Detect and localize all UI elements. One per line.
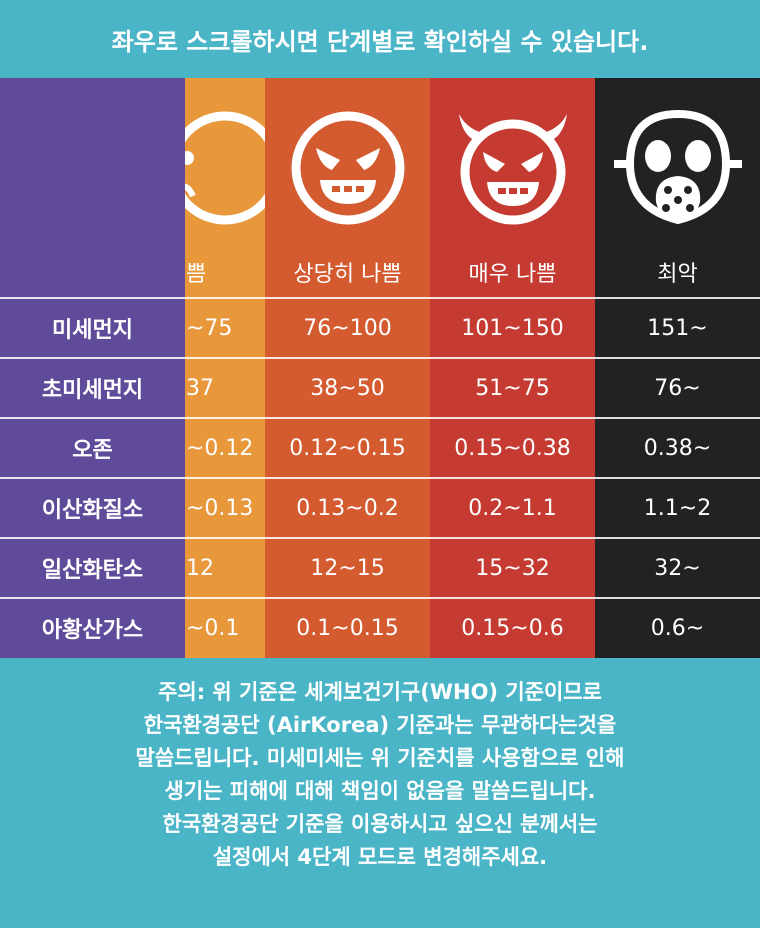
- row-divider: [0, 297, 760, 299]
- row-label: 이산화질소: [41, 498, 144, 523]
- angry-face-icon: [291, 111, 404, 225]
- value-cell: 0.12~0.15: [289, 435, 406, 461]
- sad-face-icon: [185, 111, 265, 225]
- value-cell: 0.6~: [650, 615, 705, 641]
- row-divider: [0, 417, 760, 419]
- pollutant-column: 미세먼지 초미세먼지 오존 이산화질소 일산화탄소 아황산가스: [0, 78, 185, 658]
- level-column-very-bad: 매우 나쁨 101~150 51~75 0.15~0.38 0.2~1.1 15…: [430, 78, 595, 658]
- level-column-bad: 쁨 ~75 37 ~0.12 ~0.13 12 ~0.1: [185, 78, 265, 658]
- value-cell: 12: [186, 555, 214, 581]
- value-cell: ~0.1: [186, 615, 240, 641]
- note-line: 한국환경공단 (AirKorea) 기준과는 무관하다는것을: [143, 713, 617, 737]
- value-cell: 0.13~0.2: [296, 495, 399, 521]
- value-cell: 51~75: [475, 375, 550, 401]
- level-label: 최악: [657, 262, 698, 287]
- value-cell: ~0.12: [186, 435, 254, 461]
- value-cell: ~0.13: [186, 495, 254, 521]
- value-cell: 0.15~0.38: [454, 435, 571, 461]
- value-cell: 38~50: [310, 375, 385, 401]
- value-cell: 0.38~: [643, 435, 712, 461]
- row-label: 아황산가스: [41, 618, 144, 643]
- row-label: 일산화탄소: [41, 558, 144, 583]
- value-cell: 0.2~1.1: [468, 495, 557, 521]
- disclaimer-note: 주의: 위 기준은 세계보건기구(WHO) 기준이므로 한국환경공단 (AirK…: [0, 676, 760, 874]
- value-cell: 12~15: [310, 555, 385, 581]
- level-column-worst: 최악 151~ 76~ 0.38~ 1.1~2 32~ 0.6~: [595, 78, 760, 658]
- air-quality-table[interactable]: 미세먼지 초미세먼지 오존 이산화질소 일산화탄소 아황산가스 쁨 ~75 37…: [0, 78, 760, 658]
- level-label: 쁨: [186, 262, 207, 287]
- value-cell: 0.15~0.6: [461, 615, 564, 641]
- value-cell: 37: [186, 375, 214, 401]
- value-cell: 151~: [647, 315, 708, 341]
- level-label: 매우 나쁨: [468, 262, 557, 287]
- value-cell: 76~100: [303, 315, 392, 341]
- note-line: 한국환경공단 기준을 이용하시고 싶으신 분께서는: [162, 812, 598, 836]
- value-cell: 15~32: [475, 555, 550, 581]
- row-label: 초미세먼지: [41, 378, 144, 403]
- level-column-quite-bad: 상당히 나쁨 76~100 38~50 0.12~0.15 0.13~0.2 1…: [265, 78, 430, 658]
- note-line: 주의: 위 기준은 세계보건기구(WHO) 기준이므로: [158, 680, 602, 704]
- value-cell: 1.1~2: [643, 495, 712, 521]
- devil-face-icon: [458, 114, 567, 225]
- row-divider: [0, 357, 760, 359]
- row-divider: [0, 537, 760, 539]
- row-label: 미세먼지: [52, 318, 133, 343]
- level-label: 상당히 나쁨: [293, 262, 402, 287]
- note-line: 설정에서 4단계 모드로 변경해주세요.: [212, 845, 548, 869]
- gas-mask-icon: [613, 109, 742, 225]
- scroll-hint-banner: 좌우로 스크롤하시면 단계별로 확인하실 수 있습니다.: [111, 27, 649, 56]
- row-divider: [0, 477, 760, 479]
- value-cell: 32~: [654, 555, 701, 581]
- value-cell: ~75: [186, 315, 233, 341]
- row-label: 오존: [72, 438, 113, 463]
- note-line: 생기는 피해에 대해 책임이 없음을 말씀드립니다.: [164, 779, 596, 803]
- value-cell: 101~150: [461, 315, 564, 341]
- value-cell: 76~: [654, 375, 701, 401]
- value-cell: 0.1~0.15: [296, 615, 399, 641]
- note-line: 말씀드립니다. 미세미세는 위 기준치를 사용함으로 인해: [135, 746, 625, 770]
- row-divider: [0, 597, 760, 599]
